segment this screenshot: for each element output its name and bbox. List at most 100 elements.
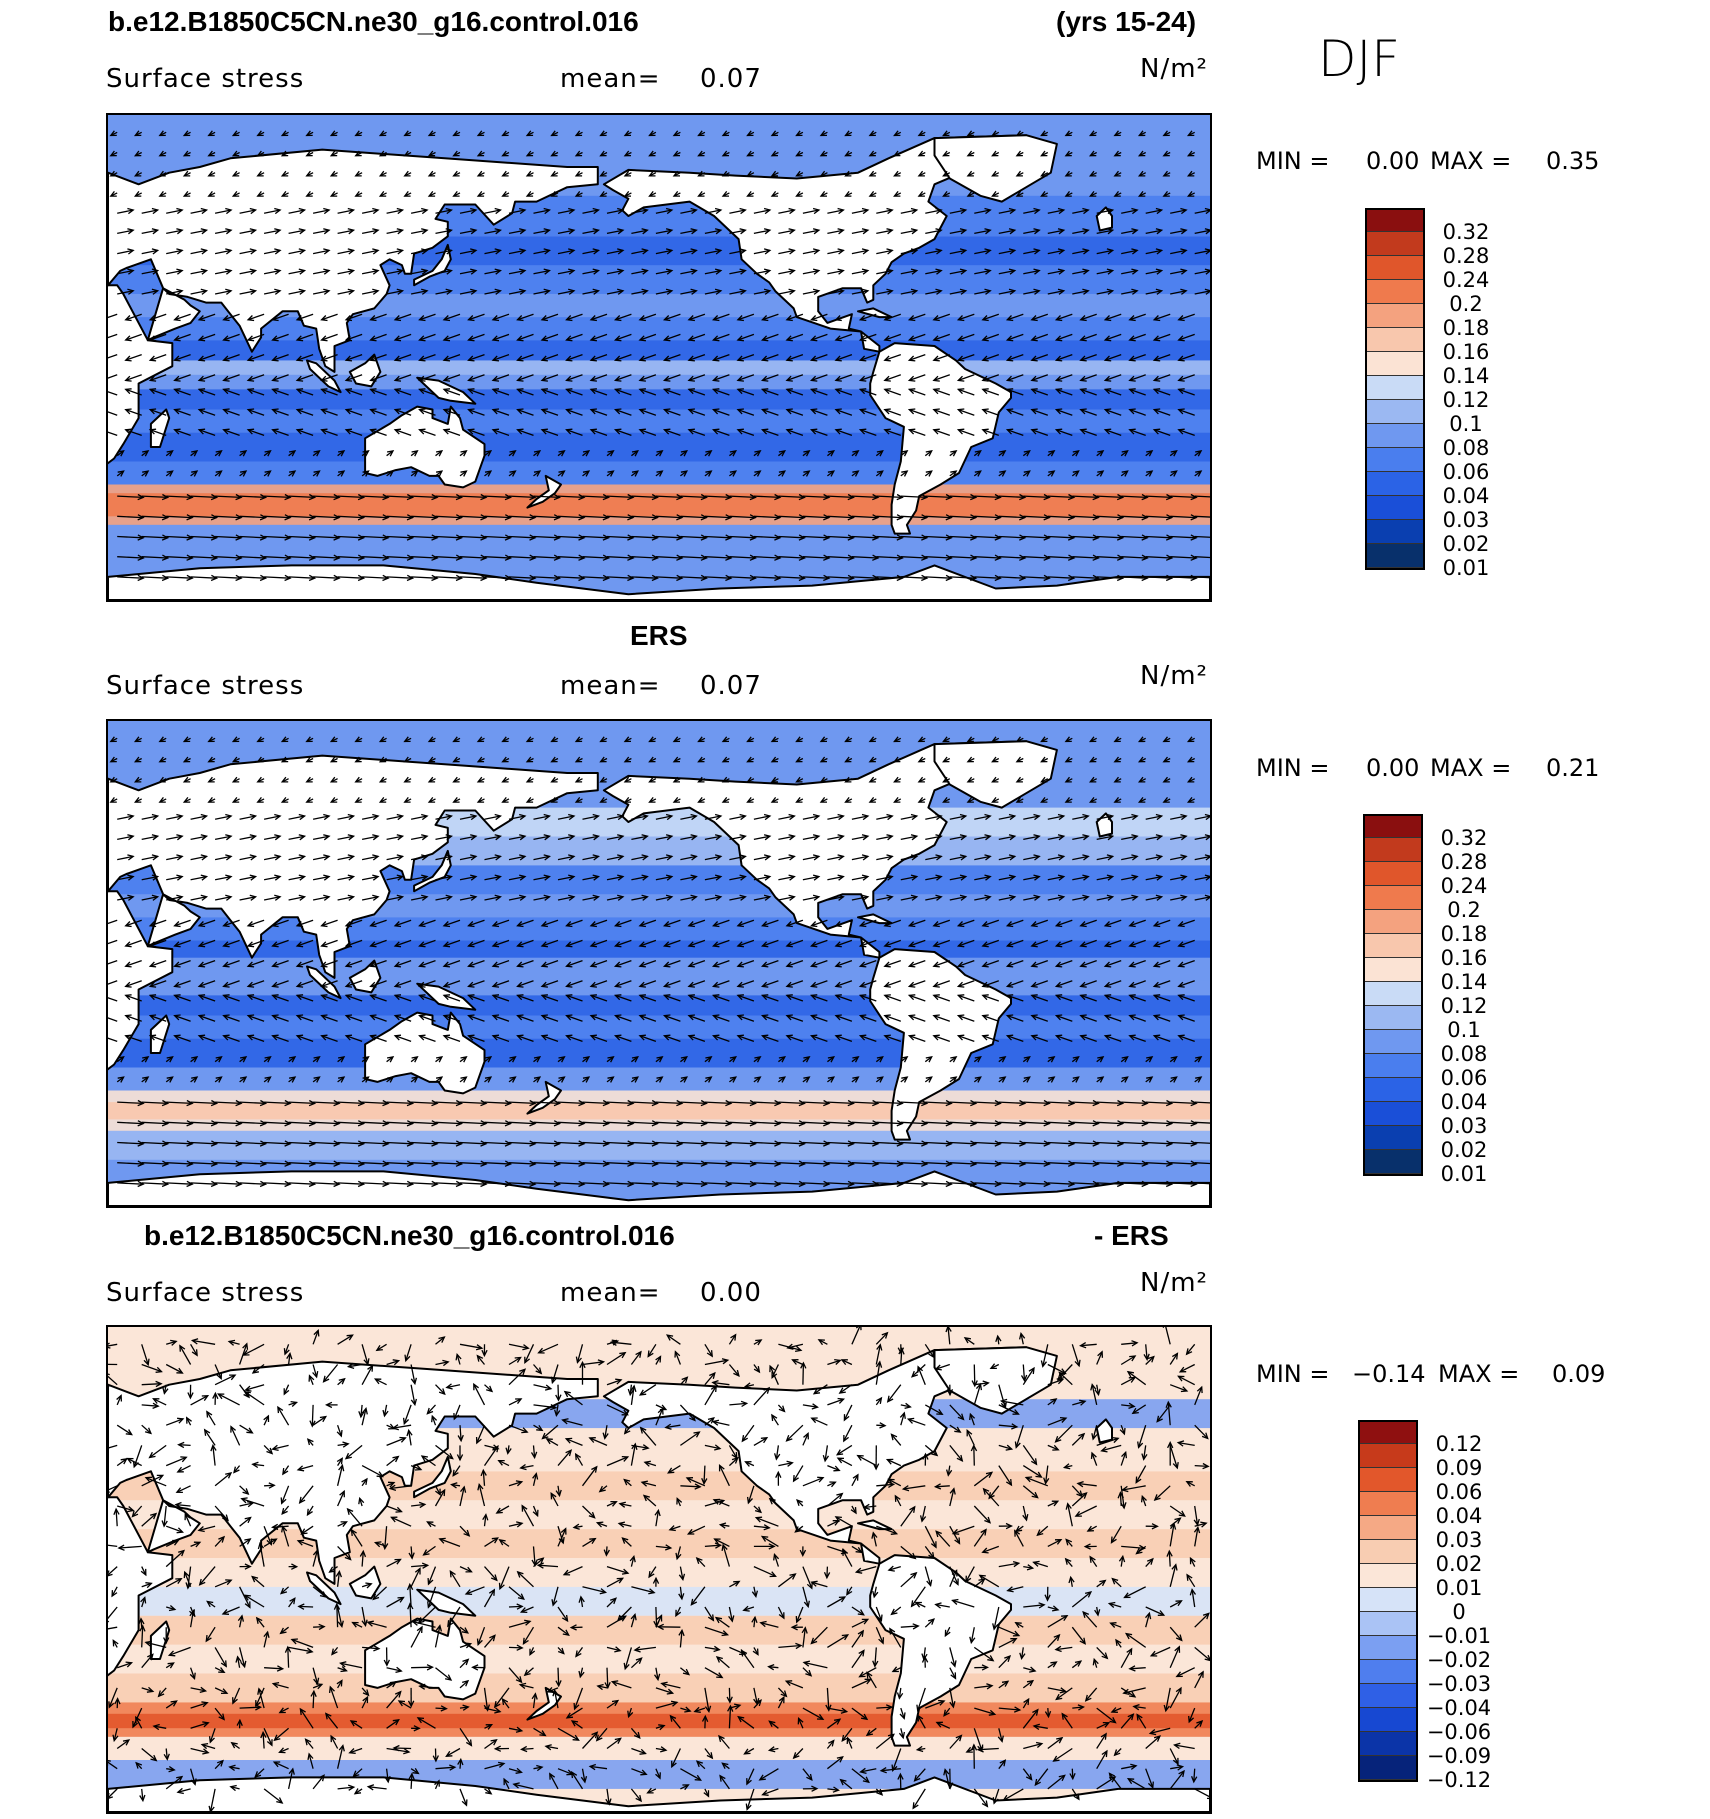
stress-vector-head [725, 1160, 733, 1167]
stress-vector [851, 576, 878, 579]
stress-vector [443, 388, 461, 396]
stress-vector-head [540, 1034, 548, 1041]
stress-vector [582, 556, 609, 559]
stress-vector [218, 1393, 240, 1406]
stress-vector-head [1040, 150, 1048, 157]
stress-vector [362, 1182, 389, 1185]
stress-vector-head [1092, 554, 1100, 561]
stress-vector-head [197, 335, 206, 342]
stress-vector-head [166, 470, 174, 477]
stress-vector-head [917, 190, 925, 197]
stress-vector-head [1131, 813, 1139, 821]
stress-vector [958, 408, 975, 416]
stress-vector-head [540, 335, 548, 342]
stress-vector-head [442, 941, 451, 948]
stress-vector [949, 875, 966, 881]
stress-vector-head [337, 470, 346, 477]
stress-vector-head [568, 813, 576, 821]
stress-vector-head [1015, 150, 1023, 157]
stress-vector-head [284, 1120, 292, 1127]
stress-vector-head [504, 1160, 512, 1167]
stress-vector [876, 209, 893, 214]
stress-vector [712, 1381, 730, 1386]
stress-vector-head [210, 534, 219, 541]
contour-band [108, 1713, 1210, 1729]
stress-vector [1179, 1363, 1195, 1373]
stress-vector [296, 959, 314, 967]
stress-vector-head [760, 1034, 769, 1041]
stress-vector [394, 1035, 412, 1043]
stress-vector-head [427, 130, 436, 137]
stress-vector [538, 1343, 559, 1354]
stress-vector [802, 1162, 829, 1165]
stress-vector-head [372, 834, 380, 841]
stress-vector-head [372, 894, 380, 901]
stress-vector-head [519, 228, 527, 235]
stress-vector-head [711, 994, 720, 1001]
stress-vector-head [844, 191, 852, 197]
stress-vector-head [1137, 756, 1146, 763]
stress-vector-head [509, 1056, 517, 1063]
stress-vector-head [749, 1140, 757, 1147]
stress-vector [419, 408, 436, 416]
stress-vector [827, 556, 854, 559]
stress-vector [311, 1404, 314, 1427]
stress-vector-head [467, 1014, 475, 1021]
stress-vector-head [274, 854, 282, 861]
stress-vector-head [619, 1351, 627, 1359]
stress-vector [288, 576, 315, 579]
stress-vector [141, 290, 158, 295]
stress-vector-head [1090, 1451, 1097, 1459]
stress-vector-head [484, 450, 493, 457]
stress-vector-head [161, 1140, 170, 1147]
stress-vector [688, 959, 706, 967]
stress-vector-head [858, 335, 867, 342]
stress-vector [508, 290, 526, 295]
stress-vector-head [623, 170, 631, 177]
stress-vector-head [266, 1447, 274, 1455]
stress-vector-head [438, 1388, 446, 1396]
stress-vector [468, 374, 485, 382]
stress-vector [517, 374, 534, 382]
stress-vector-head [665, 834, 674, 841]
stress-vector [566, 374, 583, 382]
stress-vector [247, 980, 265, 988]
stress-vector-head [896, 574, 904, 582]
stress-vector [313, 1101, 340, 1105]
stress-vector [533, 535, 560, 539]
stress-vector [737, 353, 755, 361]
stress-vector [909, 1035, 926, 1043]
stress-vector [336, 1465, 344, 1486]
stress-vector [443, 994, 461, 1002]
stress-vector-head [501, 150, 509, 157]
stress-vector-head [883, 408, 891, 415]
stress-vector-head [736, 355, 744, 362]
stress-vector [811, 353, 828, 361]
stress-vector [762, 429, 779, 437]
stress-vector-head [467, 355, 475, 362]
stress-vector-head [602, 1099, 611, 1107]
stress-vector-head [133, 170, 142, 177]
stress-vector [141, 269, 158, 275]
stress-vector [1145, 209, 1162, 214]
stress-vector-head [827, 470, 836, 477]
diff-suffix: - ERS [1094, 1220, 1169, 1251]
stress-vector-head [470, 288, 478, 295]
stress-vector-head [812, 207, 821, 215]
stress-vector [827, 515, 854, 519]
stress-vector [802, 1182, 829, 1185]
stress-vector-head [320, 428, 328, 435]
stress-vector-head [721, 190, 729, 197]
stress-vector [484, 835, 501, 841]
stress-vector-head [280, 190, 289, 197]
stress-vector [149, 408, 167, 416]
stress-vector-head [631, 1056, 639, 1063]
stress-vector-head [875, 1396, 883, 1405]
stress-vector-head [662, 315, 671, 322]
stress-vector [272, 919, 289, 927]
stress-vector [1072, 269, 1089, 275]
stress-vector-head [305, 756, 313, 763]
stress-vector-head [133, 756, 142, 763]
stress-vector [1153, 388, 1171, 396]
stress-vector-head [320, 375, 328, 382]
